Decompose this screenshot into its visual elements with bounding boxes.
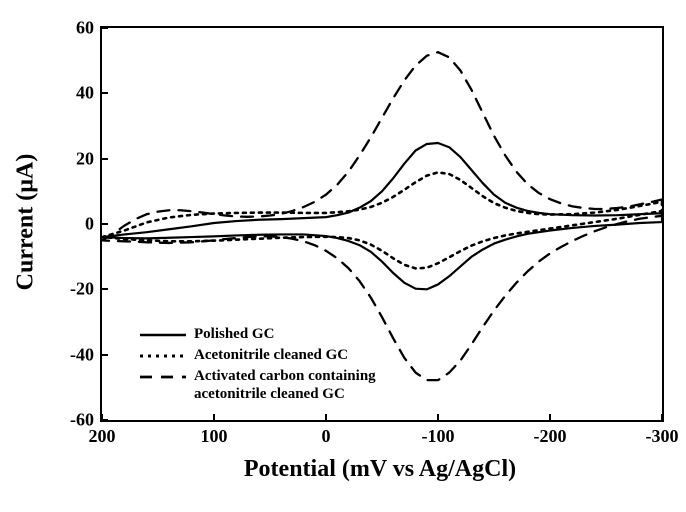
y-tick-mark [100,92,108,94]
y-tick-mark [100,158,108,160]
legend-label: Acetonitrile cleaned GC [194,346,348,365]
y-tick-label: -20 [70,279,102,300]
x-tick-mark [101,414,103,422]
x-tick-label: -300 [646,420,679,447]
x-tick-label: -100 [422,420,455,447]
legend-entry: Acetonitrile cleaned GC [140,346,376,365]
x-tick-mark [661,414,663,422]
x-tick-label: 0 [322,420,331,447]
cv-chart: -60-40-2002040602001000-100-200-300 Curr… [0,0,686,512]
y-tick-mark [100,354,108,356]
legend-swatch [140,328,186,342]
legend-entry: Activated carbon containing acetonitrile… [140,367,376,405]
y-tick-label: -40 [70,344,102,365]
x-tick-mark [437,414,439,422]
legend-swatch [140,349,186,363]
y-tick-label: 20 [76,148,102,169]
x-tick-label: -200 [534,420,567,447]
series-aceto [102,172,662,268]
legend-label: Activated carbon containing acetonitrile… [194,367,376,405]
x-tick-label: 100 [201,420,228,447]
x-tick-mark [325,414,327,422]
legend-label: Polished GC [194,325,274,344]
x-axis-label: Potential (mV vs Ag/AgCl) [244,456,516,483]
x-tick-mark [213,414,215,422]
x-tick-label: 200 [89,420,116,447]
legend-entry: Polished GC [140,325,376,344]
legend-swatch [140,370,186,384]
legend: Polished GC Acetonitrile cleaned GC Activa… [140,325,376,406]
y-tick-mark [100,288,108,290]
y-axis-label: Current (µA) [13,154,40,291]
y-tick-label: 40 [76,83,102,104]
y-tick-mark [100,223,108,225]
y-tick-mark [100,27,108,29]
y-tick-label: 60 [76,18,102,39]
x-tick-mark [549,414,551,422]
